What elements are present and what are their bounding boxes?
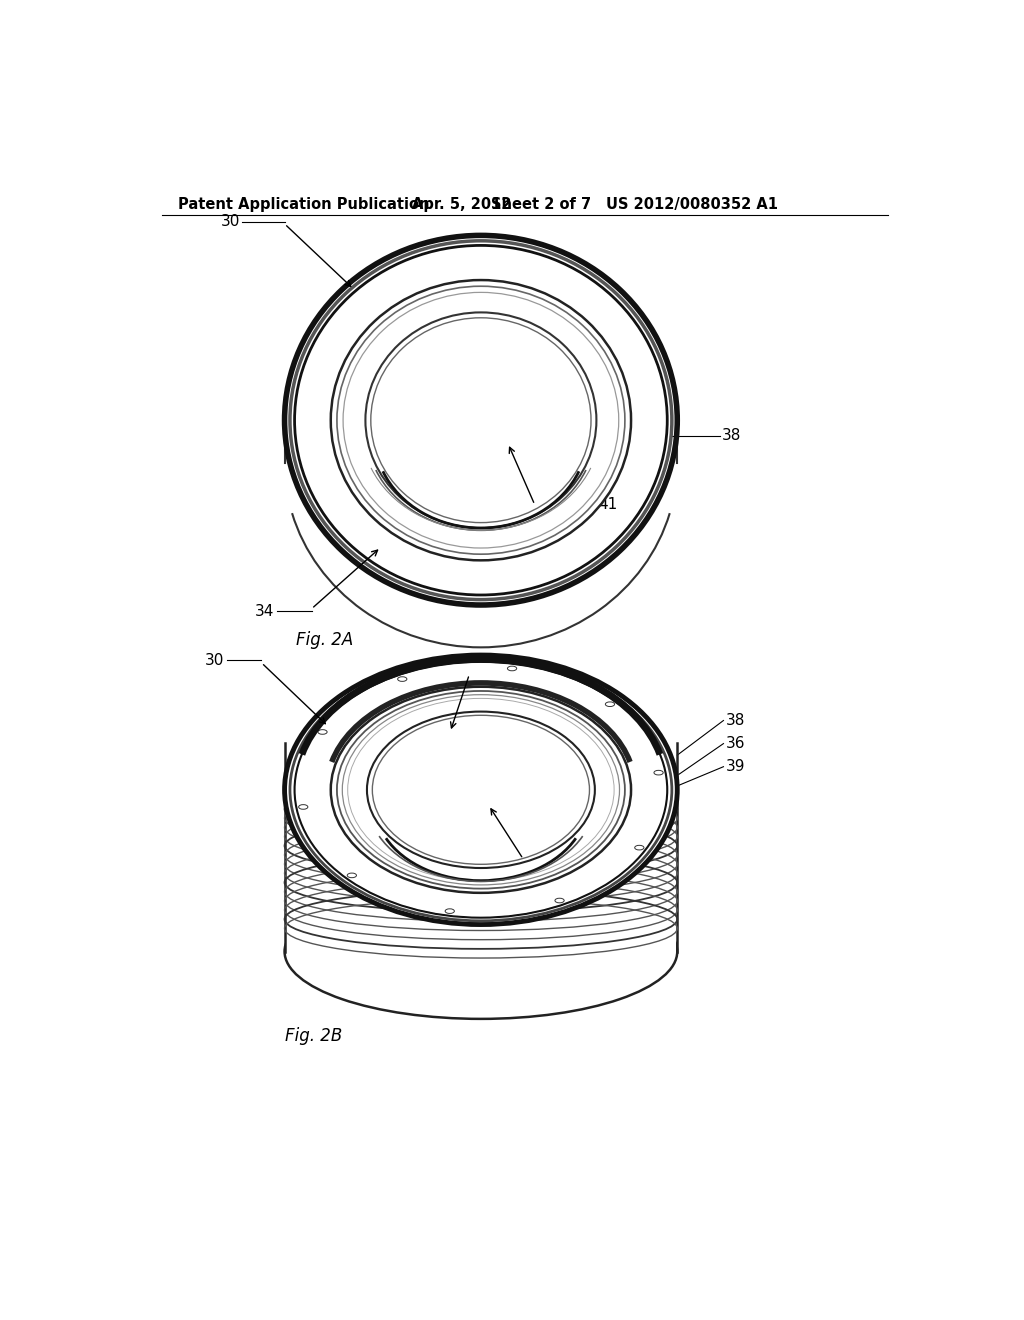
Text: 38: 38 [726, 713, 745, 729]
Text: 30: 30 [205, 653, 224, 668]
Ellipse shape [285, 655, 677, 924]
Ellipse shape [366, 313, 596, 528]
Ellipse shape [605, 702, 614, 706]
Ellipse shape [635, 845, 644, 850]
Text: Sheet 2 of 7: Sheet 2 of 7 [490, 197, 591, 213]
Text: Apr. 5, 2012: Apr. 5, 2012 [412, 197, 511, 213]
Ellipse shape [445, 908, 455, 913]
Text: 30: 30 [220, 214, 240, 230]
Text: 36: 36 [726, 737, 745, 751]
Ellipse shape [367, 711, 595, 869]
Ellipse shape [331, 280, 631, 561]
Ellipse shape [397, 677, 407, 681]
Polygon shape [286, 750, 676, 952]
Text: US 2012/0080352 A1: US 2012/0080352 A1 [606, 197, 778, 213]
Text: 34: 34 [419, 667, 438, 682]
Ellipse shape [285, 884, 677, 1019]
Ellipse shape [508, 667, 517, 671]
Ellipse shape [347, 873, 356, 878]
Text: Patent Application Publication: Patent Application Publication [178, 197, 430, 213]
Text: Fig. 2A: Fig. 2A [296, 631, 353, 648]
Text: 38: 38 [722, 428, 741, 444]
Ellipse shape [317, 730, 327, 734]
Text: 39: 39 [726, 759, 745, 775]
Ellipse shape [555, 898, 564, 903]
Ellipse shape [285, 235, 677, 605]
Ellipse shape [299, 805, 308, 809]
Text: 34: 34 [255, 603, 274, 619]
Text: 41: 41 [599, 498, 617, 512]
Text: 41: 41 [575, 851, 595, 867]
Ellipse shape [654, 771, 664, 775]
Text: Fig. 2B: Fig. 2B [285, 1027, 342, 1045]
Ellipse shape [297, 664, 665, 916]
